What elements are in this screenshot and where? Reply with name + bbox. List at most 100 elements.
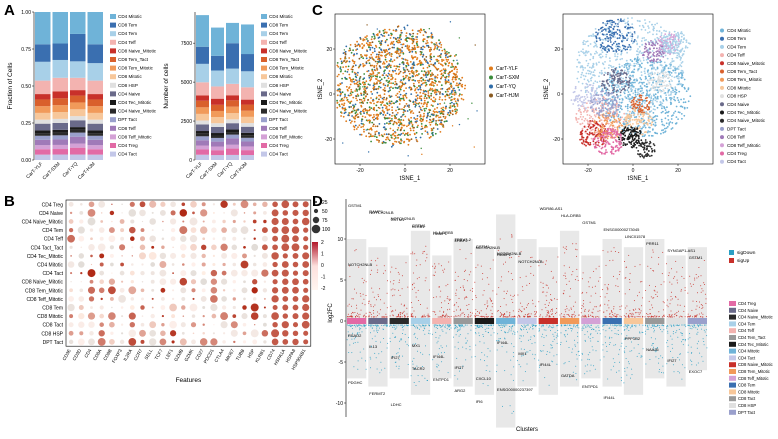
scatter-point [654, 93, 657, 96]
scatter-point [395, 109, 397, 112]
scatter-point [623, 112, 626, 115]
scatter-point [664, 54, 667, 57]
scatter-point [361, 118, 363, 121]
scatter-point [580, 130, 583, 133]
scatter-point [446, 93, 449, 96]
scatter-point [599, 27, 602, 30]
scatter-point [618, 49, 620, 51]
scatter-point [444, 72, 447, 74]
scatter-point [685, 45, 687, 48]
scatter-point [369, 73, 372, 75]
scatter-point [653, 144, 656, 147]
scatter-point [352, 54, 355, 57]
legend-swatch [261, 143, 267, 148]
scatter-point [586, 114, 589, 116]
scatter-point [656, 36, 659, 39]
scatter-point [421, 127, 424, 130]
scatter-point [424, 79, 427, 82]
scatter-point [593, 114, 596, 116]
scatter-point [447, 79, 450, 82]
scatter-point [683, 107, 686, 110]
scatter-point [621, 130, 624, 133]
scatter-point [413, 73, 415, 75]
scatter-point [673, 45, 675, 48]
scatter-point [397, 127, 400, 129]
scatter-point [629, 59, 632, 61]
scatter-point [426, 116, 428, 119]
scatter-point [595, 99, 598, 101]
x-tick-label: 20 [675, 168, 681, 174]
scatter-point [631, 146, 634, 149]
scatter-point [585, 50, 587, 53]
scatter-point [394, 69, 396, 72]
scatter-point [656, 89, 659, 92]
scatter-point [647, 27, 650, 29]
scatter-point [587, 62, 590, 65]
scatter-point [639, 60, 642, 62]
legend-swatch [720, 61, 724, 66]
scatter-point [412, 112, 415, 114]
scatter-point [457, 83, 460, 86]
scatter-point [451, 125, 454, 127]
scatter-point [660, 32, 663, 34]
legend-swatch [110, 82, 116, 88]
scatter-point [433, 100, 436, 103]
scatter-point [600, 56, 602, 59]
scatter-point [421, 48, 424, 51]
scatter-point [424, 71, 427, 74]
scatter-point [436, 58, 439, 61]
scatter-point [600, 69, 603, 72]
scatter-point [396, 122, 398, 125]
bar-segment [87, 63, 103, 81]
scatter-point [607, 94, 610, 97]
scatter-point [611, 43, 614, 46]
scatter-point [611, 30, 613, 33]
scatter-point [448, 96, 451, 99]
scatter-point [590, 88, 593, 91]
scatter-point [675, 33, 678, 35]
scatter-point [595, 63, 598, 66]
y-tick-label: 0.25 [21, 121, 31, 127]
scatter-point [647, 69, 650, 71]
scatter-point [366, 70, 369, 73]
scatter-point [674, 71, 677, 74]
scatter-point [371, 99, 374, 102]
scatter-point [447, 111, 450, 114]
scatter-point [432, 81, 435, 84]
scatter-point [641, 82, 644, 84]
scatter-point [680, 31, 683, 33]
scatter-point [427, 133, 429, 135]
scatter-point [456, 105, 459, 107]
scatter-point [599, 124, 601, 127]
scatter-point [601, 146, 604, 149]
scatter-point [601, 80, 604, 83]
scatter-point [640, 139, 643, 142]
scatter-point [649, 145, 652, 148]
scatter-point [594, 115, 597, 118]
legend-label: CD8 Teff [727, 135, 745, 140]
scatter-point [409, 111, 412, 114]
scatter-point [651, 64, 654, 66]
bar-segment [52, 135, 68, 140]
scatter-point [678, 90, 681, 93]
scatter-point [376, 62, 379, 65]
scatter-point [439, 123, 442, 125]
scatter-point [647, 130, 650, 133]
scatter-point [588, 131, 591, 134]
scatter-point [642, 56, 645, 59]
scatter-point [589, 58, 592, 61]
scatter-point [451, 78, 454, 81]
bar-segment [211, 123, 224, 127]
scatter-point [420, 76, 423, 79]
scatter-point [652, 116, 655, 119]
legend-label: CD8 Tem [269, 23, 288, 28]
scatter-point [669, 85, 672, 88]
scatter-point [397, 87, 399, 89]
scatter-point [626, 127, 629, 129]
scatter-point [354, 43, 357, 46]
scatter-point [633, 39, 636, 41]
scatter-point [581, 71, 584, 74]
scatter-point [414, 103, 417, 106]
scatter-point [459, 79, 462, 82]
scatter-point [617, 84, 620, 87]
